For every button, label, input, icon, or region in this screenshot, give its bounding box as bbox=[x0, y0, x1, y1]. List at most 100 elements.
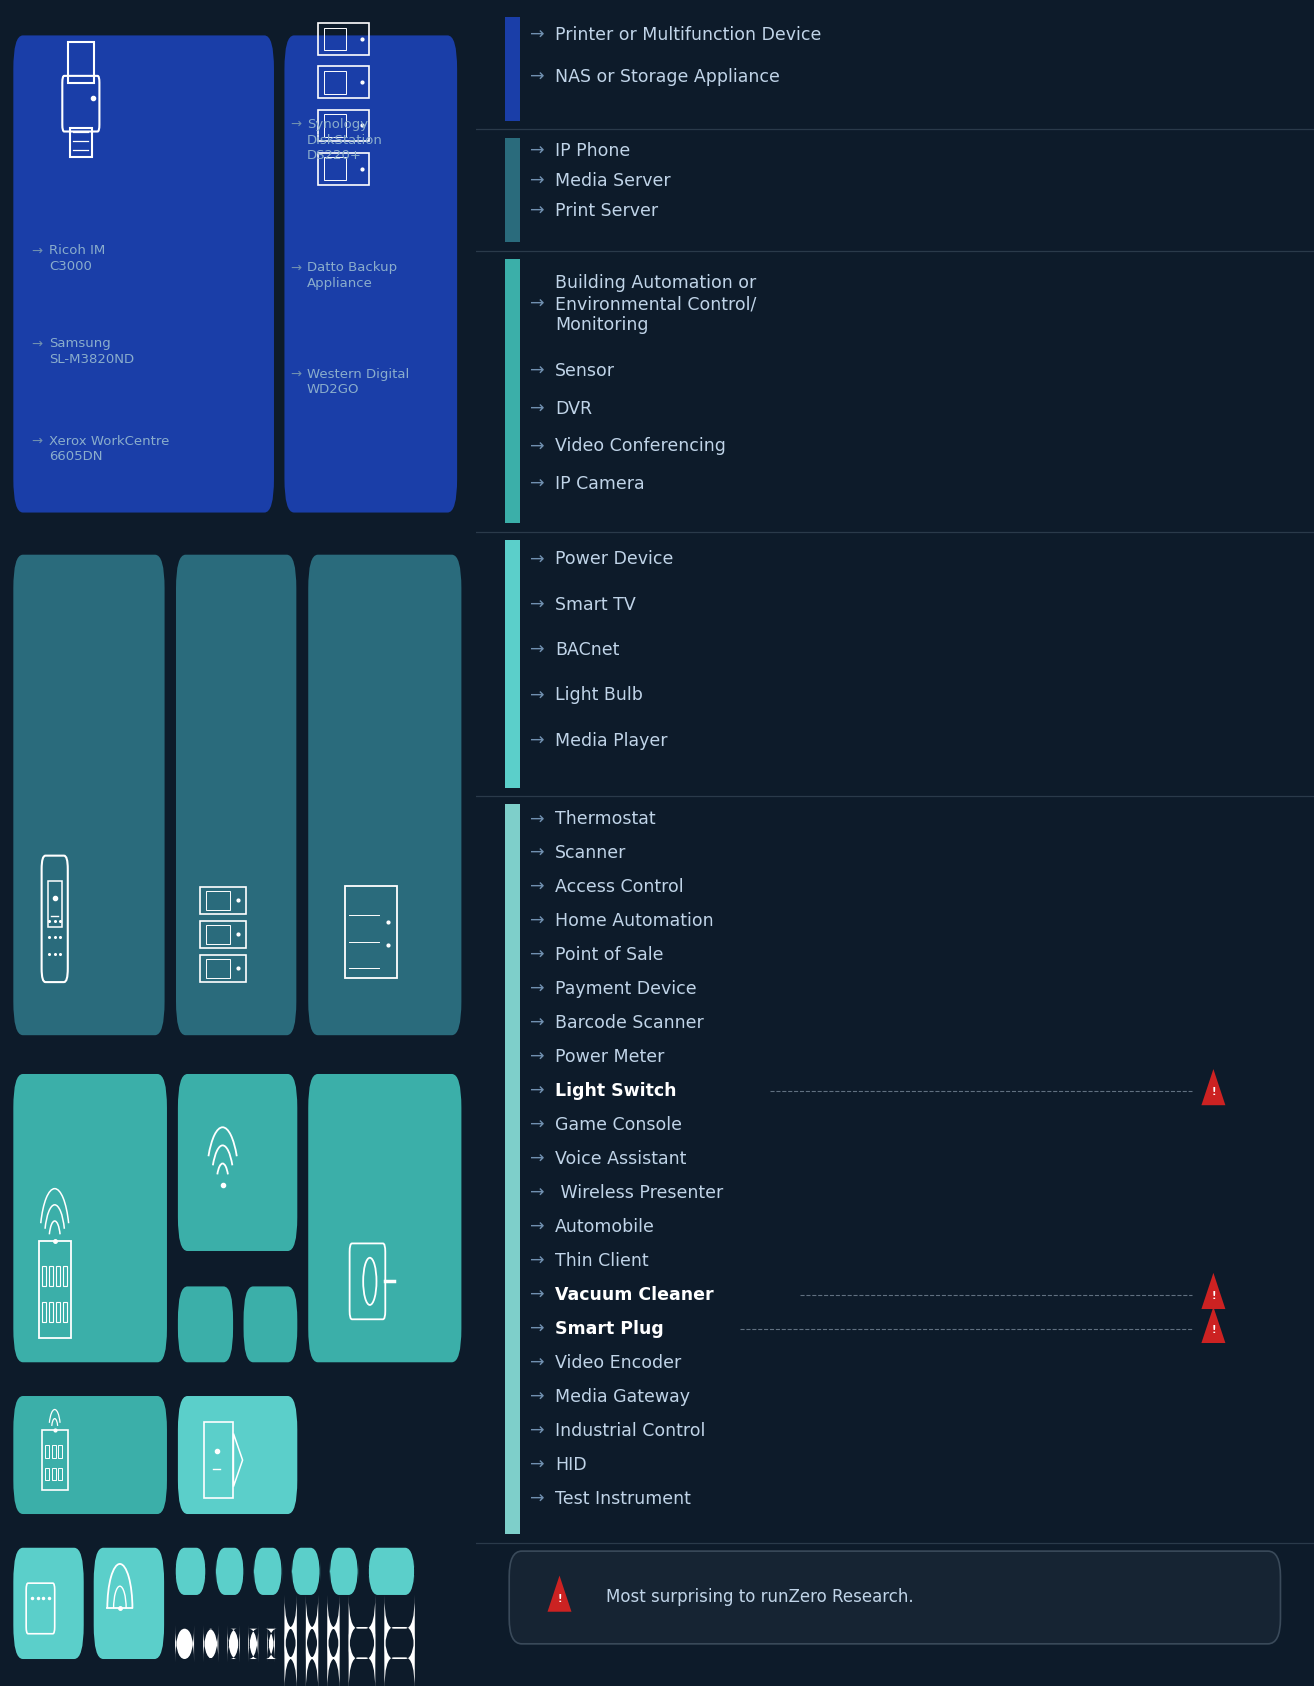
Text: Game Console: Game Console bbox=[556, 1116, 682, 1135]
FancyBboxPatch shape bbox=[13, 1396, 167, 1514]
FancyBboxPatch shape bbox=[254, 1548, 283, 1595]
FancyBboxPatch shape bbox=[215, 1548, 244, 1595]
Text: →: → bbox=[530, 1286, 545, 1303]
Bar bbox=[49, 1302, 53, 1322]
Text: →: → bbox=[530, 295, 545, 314]
Text: Media Player: Media Player bbox=[556, 732, 668, 750]
Text: Smart Plug: Smart Plug bbox=[556, 1320, 664, 1337]
FancyBboxPatch shape bbox=[309, 1074, 461, 1362]
Bar bbox=[51, 1445, 55, 1457]
Bar bbox=[47, 880, 62, 927]
Bar bbox=[205, 959, 230, 978]
FancyBboxPatch shape bbox=[327, 1625, 339, 1686]
Text: →: → bbox=[530, 550, 545, 568]
Bar bbox=[46, 1445, 50, 1457]
Text: →: → bbox=[530, 172, 545, 191]
Polygon shape bbox=[1201, 1069, 1226, 1106]
Text: →: → bbox=[530, 641, 545, 659]
Text: →: → bbox=[530, 1150, 545, 1168]
FancyBboxPatch shape bbox=[204, 1625, 218, 1662]
Bar bbox=[200, 954, 246, 981]
Bar bbox=[325, 71, 346, 93]
FancyBboxPatch shape bbox=[309, 555, 461, 1035]
Text: Access Control: Access Control bbox=[556, 878, 683, 897]
Text: →: → bbox=[530, 1320, 545, 1337]
Text: →: → bbox=[290, 118, 301, 132]
Polygon shape bbox=[1201, 1307, 1226, 1344]
FancyBboxPatch shape bbox=[177, 1074, 297, 1251]
Text: →: → bbox=[530, 1354, 545, 1372]
FancyBboxPatch shape bbox=[227, 1625, 239, 1662]
Bar bbox=[70, 128, 92, 157]
Text: !: ! bbox=[1212, 1291, 1215, 1302]
Text: Most surprising to runZero Research.: Most surprising to runZero Research. bbox=[606, 1588, 913, 1607]
Text: →: → bbox=[530, 946, 545, 964]
Text: →: → bbox=[530, 1217, 545, 1236]
Bar bbox=[325, 27, 346, 51]
Text: Power Meter: Power Meter bbox=[556, 1049, 665, 1066]
Text: DVR: DVR bbox=[556, 400, 593, 418]
Bar bbox=[38, 1241, 71, 1339]
FancyBboxPatch shape bbox=[175, 1625, 194, 1662]
Text: →: → bbox=[530, 980, 545, 998]
FancyBboxPatch shape bbox=[13, 35, 275, 513]
Bar bbox=[200, 887, 246, 914]
Text: →: → bbox=[530, 1251, 545, 1270]
Text: Barcode Scanner: Barcode Scanner bbox=[556, 1013, 704, 1032]
FancyBboxPatch shape bbox=[348, 1625, 376, 1686]
Text: Western Digital
WD2GO: Western Digital WD2GO bbox=[306, 368, 409, 396]
Text: Payment Device: Payment Device bbox=[556, 980, 696, 998]
Text: →: → bbox=[530, 362, 545, 379]
Bar bbox=[205, 926, 230, 944]
Bar bbox=[55, 1266, 60, 1286]
Text: Synology
DiskStation
DS220+: Synology DiskStation DS220+ bbox=[306, 118, 382, 162]
FancyBboxPatch shape bbox=[348, 1595, 376, 1661]
FancyBboxPatch shape bbox=[306, 1595, 318, 1661]
Text: !: ! bbox=[1212, 1325, 1215, 1335]
Text: Smart TV: Smart TV bbox=[556, 595, 636, 614]
Bar bbox=[318, 110, 369, 142]
Bar bbox=[505, 540, 520, 787]
Text: Ricoh IM
C3000: Ricoh IM C3000 bbox=[49, 244, 105, 273]
FancyBboxPatch shape bbox=[248, 1625, 259, 1662]
Text: IP Camera: IP Camera bbox=[556, 475, 645, 492]
Text: Thermostat: Thermostat bbox=[556, 811, 656, 828]
FancyBboxPatch shape bbox=[292, 1548, 321, 1595]
Text: Print Server: Print Server bbox=[556, 202, 658, 219]
Text: →: → bbox=[32, 337, 42, 351]
Bar bbox=[205, 892, 230, 910]
FancyBboxPatch shape bbox=[177, 1396, 297, 1514]
Text: Video Encoder: Video Encoder bbox=[556, 1354, 682, 1372]
Text: Media Server: Media Server bbox=[556, 172, 671, 191]
Text: Voice Assistant: Voice Assistant bbox=[556, 1150, 687, 1168]
Text: BACnet: BACnet bbox=[556, 641, 620, 659]
Text: HID: HID bbox=[556, 1455, 587, 1474]
FancyBboxPatch shape bbox=[243, 1286, 297, 1362]
Text: →: → bbox=[530, 595, 545, 614]
Text: →: → bbox=[530, 1049, 545, 1066]
Text: →: → bbox=[530, 437, 545, 455]
Text: Datto Backup
Appliance: Datto Backup Appliance bbox=[306, 261, 397, 290]
Bar bbox=[51, 1467, 55, 1480]
Text: →: → bbox=[32, 244, 42, 258]
Bar bbox=[58, 1445, 62, 1457]
Bar bbox=[63, 1302, 67, 1322]
Text: Video Conferencing: Video Conferencing bbox=[556, 437, 727, 455]
Bar bbox=[58, 1467, 62, 1480]
Text: →: → bbox=[530, 1388, 545, 1406]
Text: NAS or Storage Appliance: NAS or Storage Appliance bbox=[556, 67, 781, 86]
Text: Sensor: Sensor bbox=[556, 362, 615, 379]
FancyBboxPatch shape bbox=[330, 1548, 359, 1595]
Text: →: → bbox=[530, 202, 545, 219]
FancyBboxPatch shape bbox=[177, 1286, 233, 1362]
FancyBboxPatch shape bbox=[13, 555, 164, 1035]
Bar bbox=[42, 1302, 46, 1322]
Bar bbox=[46, 1467, 50, 1480]
Text: →: → bbox=[290, 261, 301, 275]
Bar bbox=[68, 42, 93, 83]
Text: Thin Client: Thin Client bbox=[556, 1251, 649, 1270]
Text: Scanner: Scanner bbox=[556, 845, 627, 862]
Text: →: → bbox=[530, 878, 545, 897]
Text: →: → bbox=[530, 845, 545, 862]
FancyBboxPatch shape bbox=[368, 1548, 415, 1595]
